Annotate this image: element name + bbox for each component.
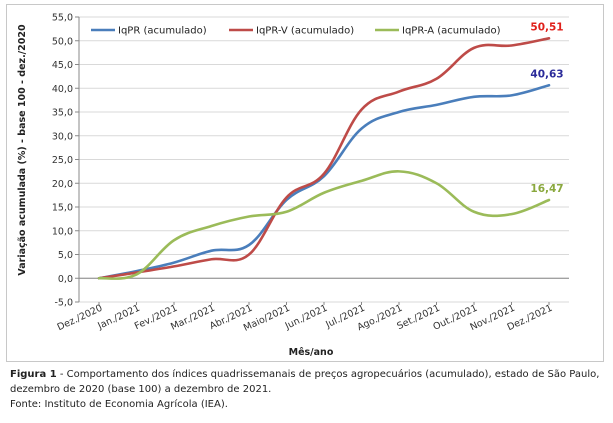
label-layer: 40,63 50,51 16,47 [530, 21, 563, 195]
y-tick-label: 55,0 [52, 13, 73, 24]
data-label: 40,63 [530, 68, 563, 80]
y-tick-label: 10,0 [52, 226, 73, 237]
series-line [97, 170, 551, 280]
legend-entry: IqPR-A (acumulado) [402, 26, 501, 37]
y-tick-label: -5,0 [54, 298, 73, 309]
caption-source: Fonte: Instituto de Economia Agrícola (I… [10, 399, 228, 410]
figure-label: Figura 1 [10, 369, 57, 380]
y-tick-label: 15,0 [52, 203, 73, 214]
x-tick-label: Jun./2021 [283, 303, 330, 333]
caption-text: Figura 1 - Comportamento dos índices qua… [10, 367, 606, 397]
chart-frame: -5,0 0,0 5,0 10,0 15,0 20,0 25,0 30,0 35,0 40,0 45… [6, 4, 604, 362]
grid-layer [79, 16, 569, 303]
y-tick-label: 5,0 [58, 250, 73, 261]
legend: IqPR (acumulado) IqPR-V (acumulado) IqPR-A… [91, 26, 501, 37]
x-axis-title: Mês/ano [289, 347, 334, 358]
y-tick-label: 50,0 [52, 36, 73, 47]
legend-entry: IqPR (acumulado) [118, 26, 207, 37]
y-tick-label: 0,0 [58, 274, 73, 285]
line-chart: -5,0 0,0 5,0 10,0 15,0 20,0 25,0 30,0 35,0 40,0 45… [17, 13, 569, 358]
y-tick-label: 45,0 [52, 60, 73, 71]
y-tick-label: 30,0 [52, 131, 73, 142]
y-tick-label: 25,0 [52, 155, 73, 166]
series-line [97, 37, 551, 280]
caption-description: - Comportamento dos índices quadrisseman… [10, 369, 600, 395]
data-label: 50,51 [530, 21, 563, 33]
y-tick-label: 35,0 [52, 108, 73, 119]
y-axis-title: Variação acumulada (%) - base 100 - dez.… [17, 24, 28, 276]
series-layer [97, 37, 551, 280]
y-tick-label: 40,0 [52, 84, 73, 95]
y-tick-label: 20,0 [52, 179, 73, 190]
series-line [97, 83, 551, 280]
legend-entry: IqPR-V (acumulado) [256, 26, 354, 37]
axis-layer: -5,0 0,0 5,0 10,0 15,0 20,0 25,0 30,0 35,0 40,0 45… [52, 13, 569, 334]
data-label: 16,47 [530, 183, 563, 195]
figure-caption: Figura 1 - Comportamento dos índices qua… [10, 367, 606, 412]
